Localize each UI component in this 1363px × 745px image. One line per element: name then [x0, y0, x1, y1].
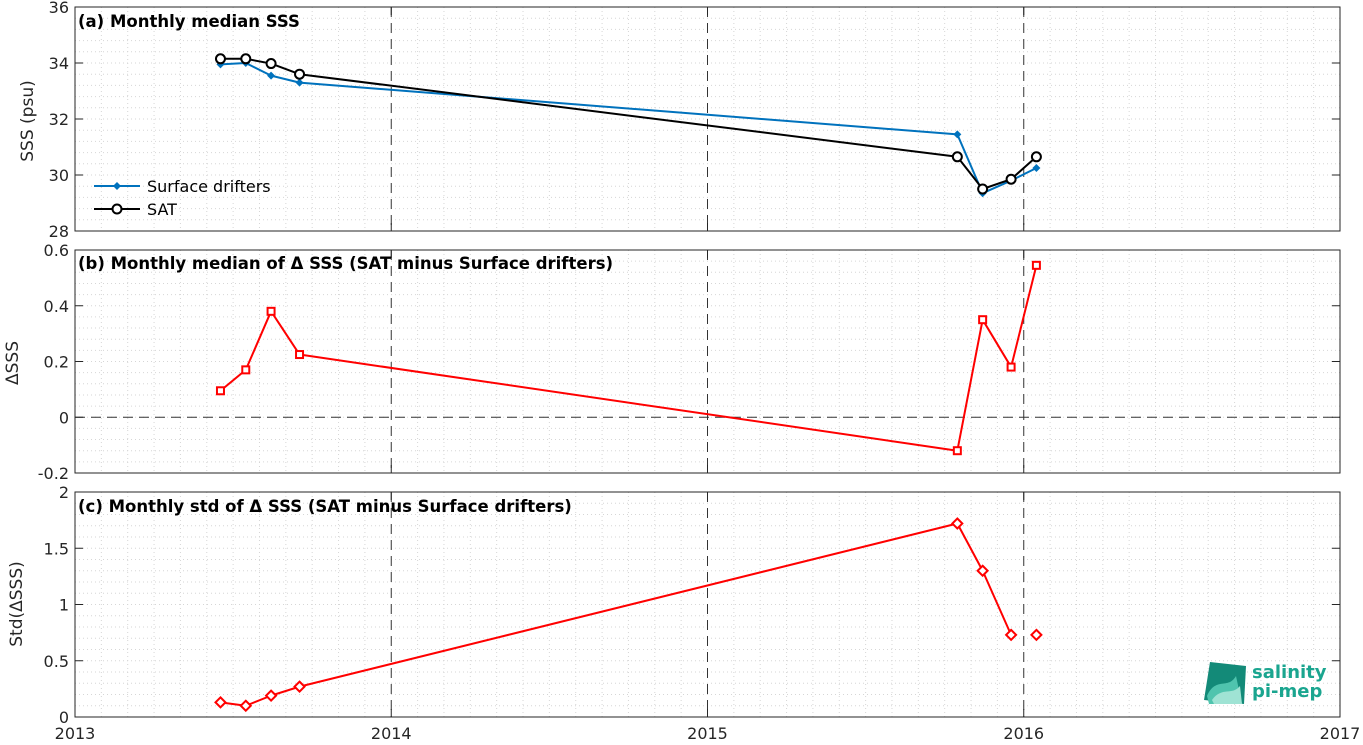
y-tick-label: 36 — [49, 0, 69, 17]
data-point — [1006, 362, 1016, 372]
wave-logo-icon — [1204, 662, 1246, 704]
y-tick-label: 0 — [59, 408, 69, 427]
data-point — [239, 699, 253, 713]
data-point — [1029, 628, 1043, 642]
data-point — [267, 71, 276, 80]
data-point — [951, 151, 963, 163]
x-tick-label: 2017 — [1320, 724, 1361, 743]
panel-a-title: (a) Monthly median SSS — [78, 12, 300, 31]
legend-marker-drifters — [113, 182, 121, 190]
series-line — [219, 265, 1038, 452]
data-point — [293, 680, 306, 694]
legend: Surface drifters SAT — [94, 177, 271, 219]
y-tick-label: 2 — [59, 483, 69, 502]
data-point — [294, 68, 306, 80]
data-point — [953, 130, 962, 139]
data-point — [976, 564, 990, 578]
data-point — [1005, 173, 1017, 185]
logo-line-1: salinity — [1252, 662, 1327, 683]
data-point — [978, 315, 988, 325]
data-point — [215, 386, 225, 396]
data-point — [266, 306, 276, 316]
y-tick-label: 0.2 — [44, 353, 69, 372]
salinity-pimep-logo: salinity pi-mep — [1204, 662, 1327, 704]
y-tick-label: 0.6 — [44, 241, 69, 260]
data-point — [214, 695, 227, 709]
panel-c-ylabel: Std(ΔSSS) — [7, 561, 27, 647]
y-tick-label: 30 — [49, 166, 69, 185]
data-point — [240, 53, 252, 65]
series-line — [220, 522, 1013, 707]
y-tick-label: -0.2 — [38, 464, 69, 483]
legend-label-drifters: Surface drifters — [147, 177, 271, 196]
panel-b-title: (b) Monthly median of Δ SSS (SAT minus S… — [78, 254, 613, 273]
data-point — [977, 183, 989, 195]
y-tick-label: 1 — [59, 596, 69, 615]
data-point — [952, 446, 962, 456]
y-tick-label: 0.5 — [44, 652, 69, 671]
data-point — [950, 517, 964, 530]
data-point — [241, 365, 251, 375]
panel-a-ylabel: SSS (psu) — [18, 80, 38, 161]
y-tick-label: 0 — [59, 708, 69, 727]
data-point — [265, 58, 277, 70]
data-point — [1031, 260, 1041, 270]
data-point — [214, 53, 226, 65]
data-point — [295, 350, 305, 360]
x-tick-label: 2016 — [1003, 724, 1044, 743]
data-point — [1030, 151, 1042, 163]
legend-label-sat: SAT — [147, 200, 177, 219]
legend-marker-sat — [111, 203, 123, 215]
y-tick-label: 1.5 — [44, 539, 69, 558]
y-tick-label: 34 — [49, 54, 69, 73]
series-line — [220, 62, 1037, 195]
y-tick-label: 32 — [49, 110, 69, 129]
data-point — [295, 78, 304, 87]
panel-c-title: (c) Monthly std of Δ SSS (SAT minus Surf… — [78, 497, 572, 516]
data-point — [1032, 164, 1041, 172]
data-point — [264, 689, 278, 703]
y-tick-label: 0.4 — [44, 297, 69, 316]
x-tick-label: 2015 — [687, 724, 728, 743]
y-tick-label: 28 — [49, 222, 69, 241]
logo-line-2: pi-mep — [1252, 681, 1322, 702]
x-tick-label: 2013 — [55, 724, 96, 743]
x-tick-label: 2014 — [371, 724, 412, 743]
panel-b-ylabel: ΔSSS — [3, 341, 23, 385]
data-point — [1004, 628, 1018, 642]
